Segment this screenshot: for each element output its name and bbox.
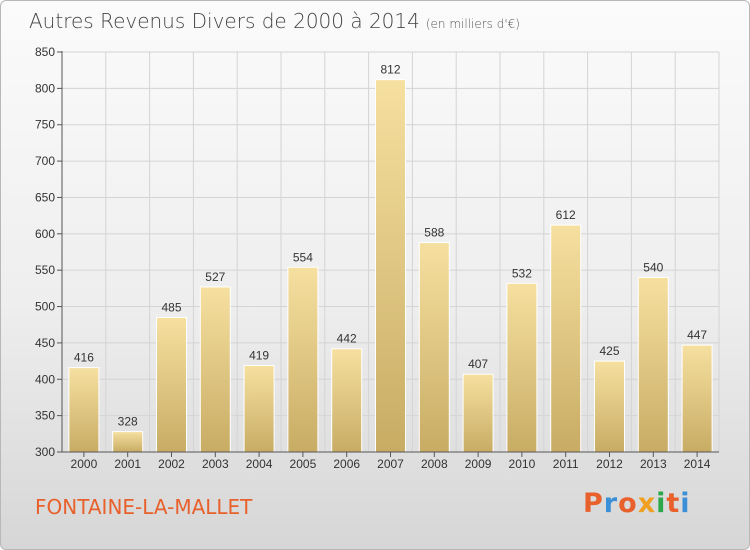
bar-2005 bbox=[287, 266, 319, 453]
x-tick-label-2003: 2003 bbox=[202, 457, 229, 471]
logo-letter: i bbox=[656, 488, 667, 519]
x-tick-label-2009: 2009 bbox=[465, 457, 492, 471]
data-label-2014: 447 bbox=[687, 328, 707, 342]
bar-2009 bbox=[462, 373, 494, 453]
data-label-2005: 554 bbox=[293, 250, 313, 264]
data-label-2004: 419 bbox=[249, 348, 269, 362]
bar-2002 bbox=[156, 316, 187, 453]
bar-2011 bbox=[550, 224, 582, 453]
logo-letter: o bbox=[618, 488, 638, 519]
y-tick-label: 550 bbox=[35, 263, 55, 277]
x-tick-label-2008: 2008 bbox=[421, 457, 448, 471]
x-tick-label-2012: 2012 bbox=[596, 457, 623, 471]
data-label-2001: 328 bbox=[118, 415, 138, 429]
data-label-2003: 527 bbox=[205, 270, 225, 284]
logo-letter: P bbox=[583, 488, 604, 519]
bar-2000 bbox=[68, 367, 100, 453]
x-tick-label-2010: 2010 bbox=[509, 457, 536, 471]
bar-2007 bbox=[375, 79, 406, 453]
y-tick-label: 350 bbox=[35, 409, 55, 423]
logo-letter: i bbox=[680, 488, 691, 519]
data-label-2006: 442 bbox=[337, 332, 357, 346]
x-tick-label-2014: 2014 bbox=[684, 457, 711, 471]
y-tick-label: 750 bbox=[35, 118, 55, 132]
bar-2001 bbox=[112, 431, 144, 453]
x-tick-label-2013: 2013 bbox=[640, 457, 667, 471]
bar-2006 bbox=[331, 348, 363, 453]
y-tick-label: 650 bbox=[35, 190, 55, 204]
x-tick-label-2011: 2011 bbox=[553, 457, 579, 471]
x-tick-label-2005: 2005 bbox=[290, 457, 317, 471]
bar-2012 bbox=[594, 360, 625, 453]
x-tick-label-2006: 2006 bbox=[333, 457, 360, 471]
chart-title-unit: (en milliers d'€) bbox=[425, 17, 520, 31]
data-label-2002: 485 bbox=[161, 300, 181, 314]
bar-2014 bbox=[681, 344, 713, 453]
y-tick-label: 400 bbox=[35, 372, 55, 386]
y-tick-label: 450 bbox=[35, 336, 55, 350]
logo-letter: t bbox=[666, 488, 681, 519]
bar-2004 bbox=[243, 364, 275, 453]
data-label-2013: 540 bbox=[643, 260, 663, 274]
axes: 300 350 400 450 500 550 600 650 700 750 800 850 2000… bbox=[35, 45, 719, 471]
data-label-2010: 532 bbox=[512, 266, 532, 280]
y-tick-label: 850 bbox=[35, 45, 55, 59]
x-tick-label-2004: 2004 bbox=[246, 457, 273, 471]
data-label-2009: 407 bbox=[468, 357, 488, 371]
proxiti-logo: Proxiti bbox=[583, 488, 691, 519]
x-tick-label-2001: 2001 bbox=[114, 457, 141, 471]
x-tick-label-2007: 2007 bbox=[377, 457, 404, 471]
x-tick-label-2002: 2002 bbox=[158, 457, 185, 471]
data-label-2007: 812 bbox=[380, 63, 400, 77]
town-name: FONTAINE-LA-MALLET bbox=[35, 495, 253, 519]
y-tick-label: 800 bbox=[35, 81, 55, 95]
bars: 416 328 485 527 419 554 442 812 588 407 532 612 425 5… bbox=[68, 63, 713, 453]
data-label-2012: 425 bbox=[599, 344, 619, 358]
chart-title-main: Autres Revenus Divers de 2000 à 2014 bbox=[29, 9, 420, 33]
chart-title: Autres Revenus Divers de 2000 à 2014 (en … bbox=[29, 9, 520, 33]
bar-2008 bbox=[418, 242, 450, 453]
y-tick-label: 600 bbox=[35, 227, 55, 241]
bar-2010 bbox=[506, 282, 538, 453]
x-tick-label-2000: 2000 bbox=[71, 457, 98, 471]
data-label-2011: 612 bbox=[556, 208, 576, 222]
bar-2013 bbox=[637, 276, 669, 453]
logo-letter: x bbox=[637, 488, 657, 519]
y-tick-label: 500 bbox=[35, 300, 55, 314]
bar-2003 bbox=[199, 286, 231, 453]
y-tick-label: 300 bbox=[35, 445, 55, 459]
data-label-2000: 416 bbox=[74, 351, 94, 365]
y-tick-label: 700 bbox=[35, 154, 55, 168]
logo-letter: r bbox=[603, 488, 619, 519]
data-label-2008: 588 bbox=[424, 226, 444, 240]
